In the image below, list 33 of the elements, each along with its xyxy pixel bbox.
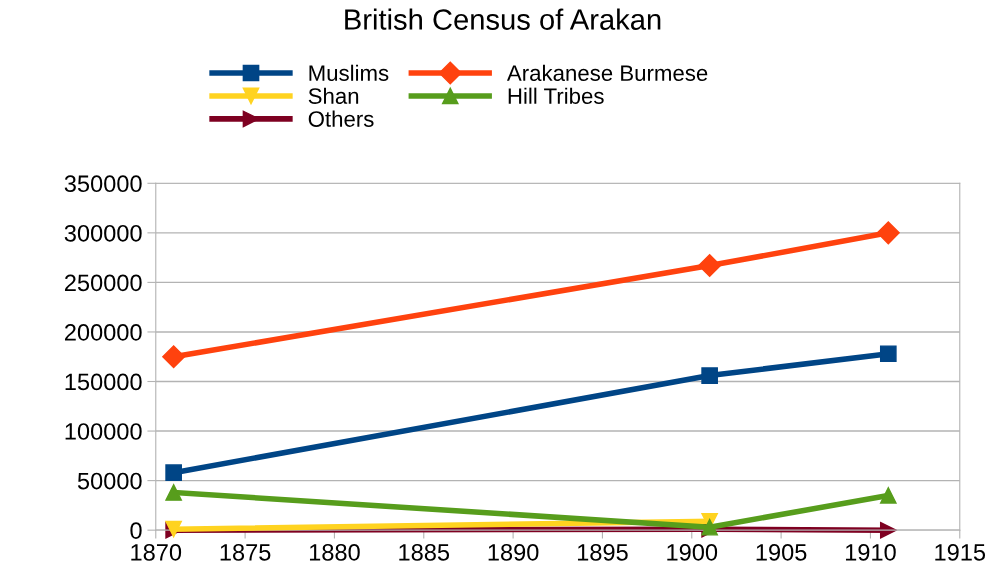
legend-label: Muslims [309, 64, 389, 82]
point [879, 487, 897, 504]
point [162, 345, 186, 369]
x-tick-label: 1910 [845, 543, 896, 561]
x-tick-label: 1870 [131, 543, 182, 561]
y-tick-label: 300000 [64, 224, 142, 242]
point [879, 521, 897, 539]
legend-label: Shan [308, 87, 359, 104]
point [879, 345, 897, 363]
x-tick-label: 1915 [935, 543, 986, 561]
chart-title: British Census of Arakan [345, 8, 661, 30]
x-tick-label: 1900 [667, 543, 718, 561]
y-tick-label: 200000 [64, 324, 142, 341]
x-tick-label: 1875 [220, 543, 271, 561]
x-tick-label: 1880 [309, 543, 360, 561]
point [698, 254, 722, 278]
legend-label: Hill Tribes [508, 87, 604, 104]
y-tick-label: 100000 [65, 423, 142, 440]
y-tick-label: 150000 [65, 373, 142, 391]
x-tick-label: 1885 [399, 543, 450, 561]
y-tick-label: 0 [130, 522, 142, 539]
legend-label: Arakanese Burmese [506, 64, 708, 82]
y-tick-label: 250000 [64, 274, 142, 292]
x-tick-label: 1905 [756, 543, 807, 561]
x-tick-label: 1890 [488, 543, 539, 561]
legend-label: Others [308, 110, 374, 127]
point [165, 464, 182, 482]
x-tick-label: 1895 [577, 543, 628, 561]
point [701, 367, 718, 384]
y-tick-label: 350000 [64, 175, 142, 193]
point [876, 221, 900, 245]
y-tick-label: 50000 [77, 472, 142, 490]
point [165, 484, 182, 501]
